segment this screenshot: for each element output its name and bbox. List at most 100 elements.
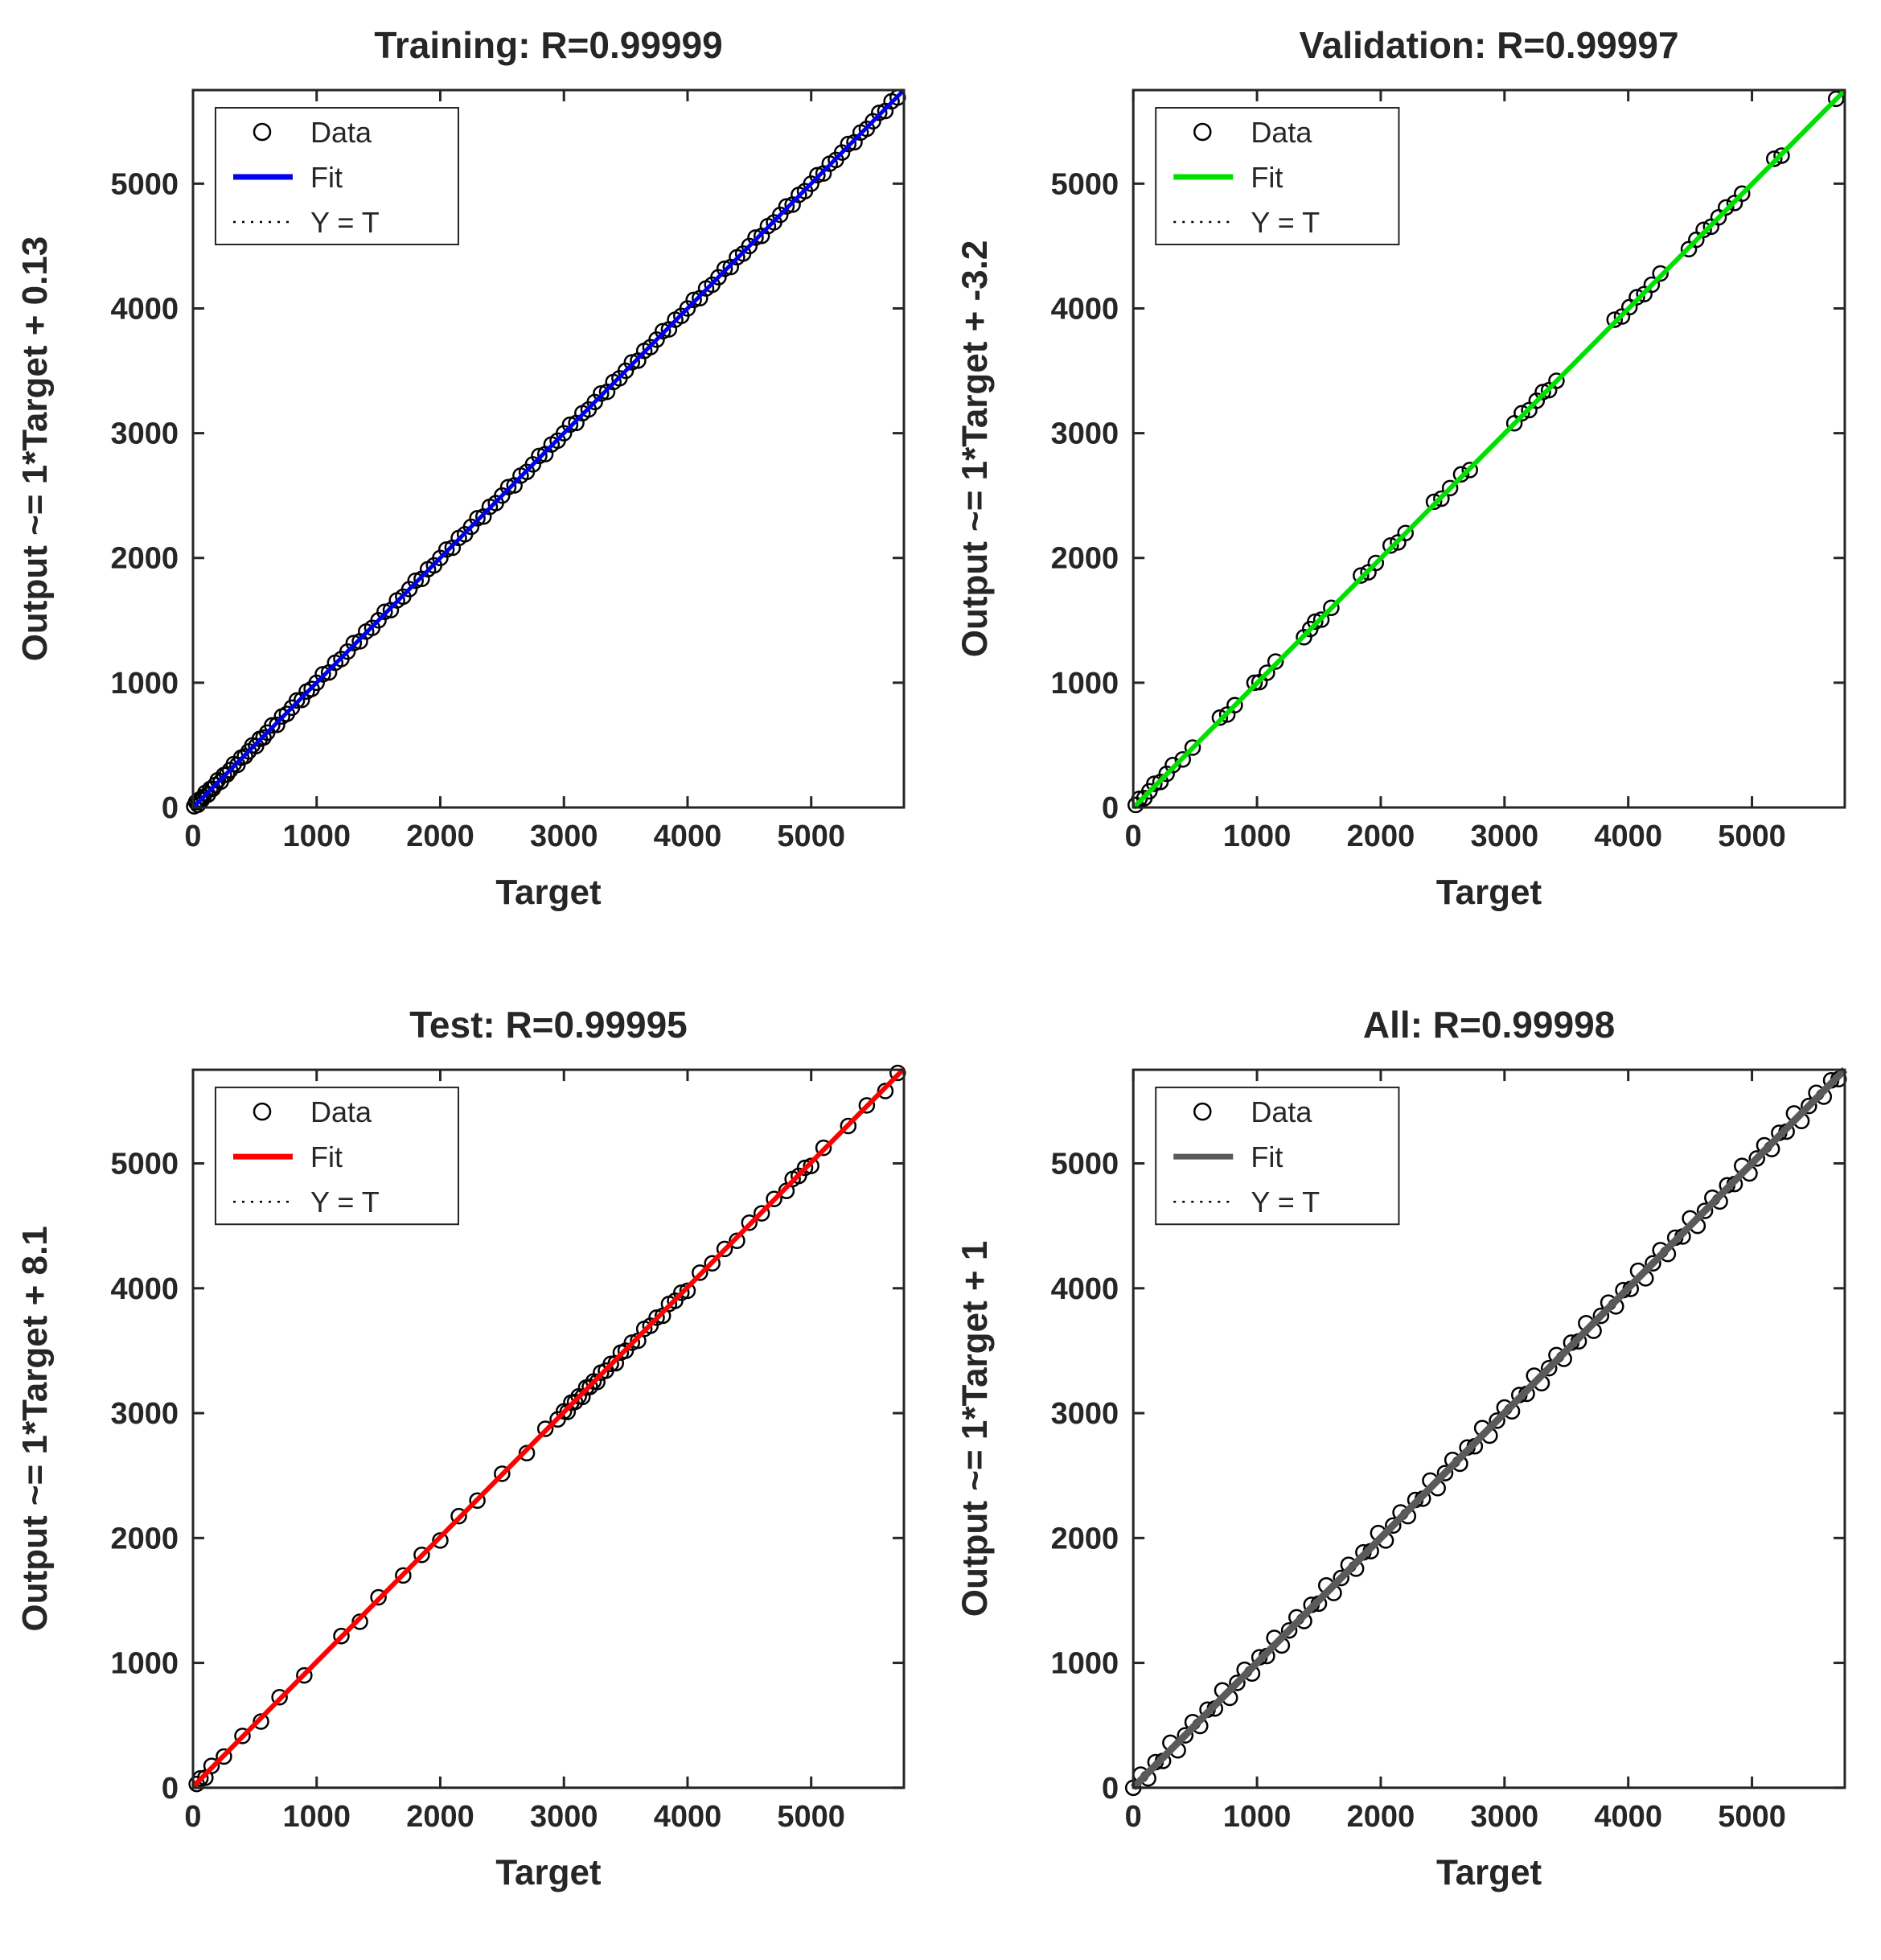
data-marker [1765, 150, 1783, 167]
legend: Data Fit Y = T [1155, 107, 1400, 245]
data-marker [432, 1532, 449, 1549]
x-tick-label: 1000 [282, 820, 351, 853]
legend-fit-label: Fit [310, 161, 343, 194]
data-marker [255, 729, 272, 746]
data-marker [203, 1757, 220, 1774]
data-marker [1333, 1569, 1349, 1587]
legend-fit-label: Fit [310, 1140, 343, 1173]
x-tick-label: 3000 [1471, 1800, 1539, 1834]
x-tick-label: 1000 [1223, 1800, 1292, 1834]
data-points [186, 89, 906, 815]
data-marker [469, 510, 486, 527]
data-marker [815, 1139, 832, 1157]
data-marker [1733, 185, 1751, 203]
data-marker [376, 603, 393, 621]
fit-line [191, 88, 906, 809]
y-tick-label: 0 [1102, 791, 1119, 825]
data-marker [679, 1282, 696, 1300]
x-tick-label: 4000 [1594, 820, 1662, 853]
data-marker [1353, 567, 1370, 584]
data-marker [216, 1748, 232, 1765]
x-tick-label: 2000 [1347, 1800, 1415, 1834]
x-tick-label: 0 [184, 820, 201, 853]
y-tick-label: 2000 [1051, 1522, 1119, 1555]
data-marker [1425, 493, 1443, 511]
data-marker [1433, 490, 1450, 507]
data-marker [499, 479, 517, 495]
data-marker [370, 1588, 387, 1606]
x-axis-label: Target [1436, 873, 1542, 912]
all-subplot: 0 1000 2000 3000 4000 5000 0 1000 2000 3000 4000 50… [940, 980, 1881, 1960]
legend-yt-label: Y = T [310, 206, 380, 239]
data-marker [1323, 599, 1340, 617]
data-marker [747, 229, 764, 246]
x-tick-label: 1000 [1223, 820, 1292, 853]
data-marker [1436, 1465, 1454, 1481]
legend-data-label: Data [310, 116, 372, 149]
y-tick-label: 3000 [1051, 1397, 1119, 1431]
x-tick-label: 0 [1125, 1800, 1142, 1834]
legend-yt-label: Y = T [1251, 206, 1320, 239]
data-marker [1592, 1307, 1610, 1325]
data-marker [407, 572, 424, 590]
x-tick-label: 0 [1125, 820, 1142, 853]
data-marker [345, 635, 363, 651]
data-marker [561, 416, 579, 434]
data-marker [1226, 696, 1243, 714]
y-tick-label: 1000 [1051, 1647, 1119, 1681]
training-subplot: 0 1000 2000 3000 4000 5000 0 1000 2000 3000 4000 50… [0, 0, 940, 980]
test-subplot: 0 1000 2000 3000 4000 5000 0 1000 2000 3000 4000 50… [0, 980, 940, 1960]
data-marker [1280, 1621, 1298, 1639]
data-marker [766, 1190, 782, 1208]
data-marker [296, 1666, 313, 1684]
data-marker [1540, 1359, 1558, 1377]
x-tick-label: 3000 [530, 1800, 598, 1834]
data-marker [1259, 664, 1275, 681]
data-marker [333, 1627, 350, 1645]
data-marker [1312, 611, 1330, 628]
data-marker [234, 1728, 251, 1744]
data-marker [1461, 462, 1478, 479]
data-marker [1513, 405, 1530, 422]
data-marker [1267, 653, 1284, 670]
y-tick-label: 3000 [1051, 417, 1119, 451]
validation-subplot: 0 1000 2000 3000 4000 5000 0 1000 2000 3000 4000 50… [940, 0, 1881, 980]
legend-data-label: Data [1251, 1095, 1312, 1128]
x-tick-label: 5000 [1718, 820, 1786, 853]
data-marker [1246, 674, 1263, 692]
data-marker [437, 540, 455, 558]
legend: Data Fit Y = T [1155, 1087, 1400, 1226]
y-tick-label: 4000 [1051, 292, 1119, 326]
y-tick-label: 5000 [1051, 167, 1119, 201]
data-marker [1367, 554, 1385, 572]
data-marker [469, 1492, 486, 1509]
data-marker [809, 166, 826, 184]
data-marker [593, 385, 610, 402]
data-marker [1748, 1150, 1765, 1167]
y-tick-label: 3000 [110, 417, 179, 451]
legend-data-label: Data [1251, 116, 1312, 149]
data-marker [1717, 199, 1735, 216]
data-marker [589, 1373, 606, 1391]
x-tick-label: 5000 [777, 1800, 845, 1834]
axis-ticks [191, 90, 904, 809]
legend-data-marker [1193, 122, 1212, 142]
data-marker [314, 666, 331, 683]
data-marker [536, 1420, 554, 1437]
data-marker [294, 692, 310, 709]
axis-ticks [1131, 1070, 1845, 1789]
x-tick-label: 3000 [530, 820, 598, 853]
legend-data-marker [253, 122, 272, 142]
data-marker [1489, 1412, 1505, 1429]
data-marker [1177, 1727, 1194, 1744]
legend: Data Fit Y = T [215, 1087, 459, 1226]
y-tick-label: 0 [162, 1772, 179, 1806]
y-tick-label: 4000 [110, 292, 179, 326]
y-tick-label: 1000 [110, 1647, 179, 1681]
y-axis-label: Output ~= 1*Target + -3.2 [955, 240, 995, 658]
axis-ticks [191, 1070, 904, 1789]
x-axis-label: Target [1436, 1853, 1542, 1892]
data-marker [1645, 1255, 1661, 1272]
data-marker [840, 1117, 857, 1135]
